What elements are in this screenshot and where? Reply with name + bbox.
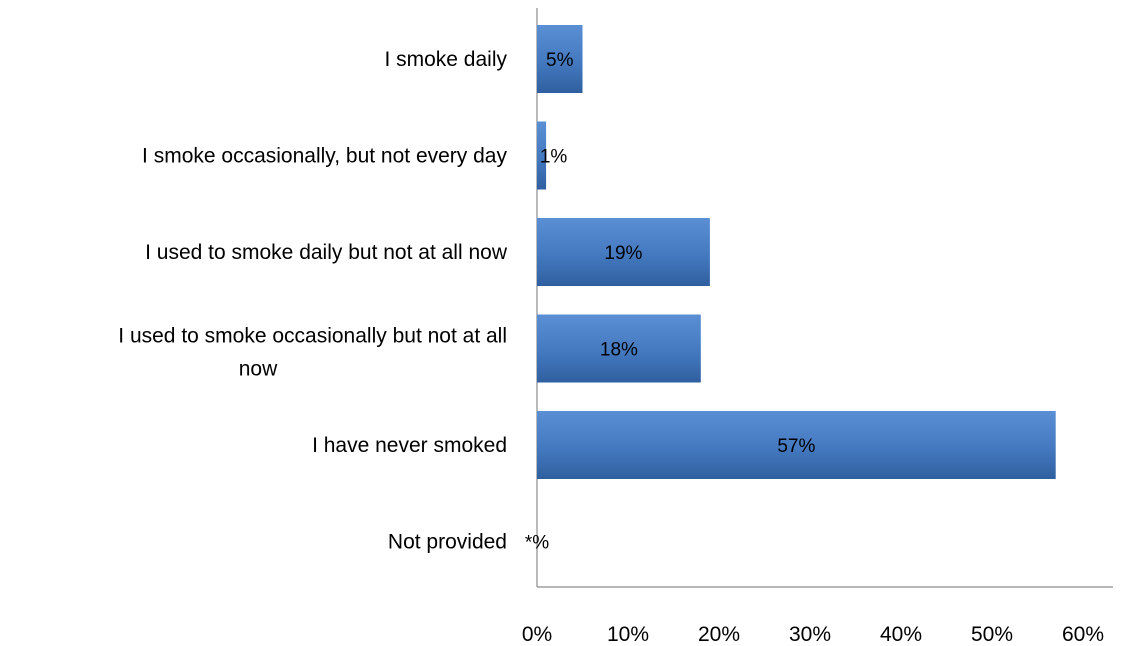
- category-label: I smoke daily: [384, 48, 507, 71]
- category-label-continued: now: [239, 358, 278, 381]
- category-label: I have never smoked: [312, 434, 507, 457]
- x-tick-label: 30%: [789, 623, 831, 646]
- x-tick-label: 50%: [971, 623, 1013, 646]
- category-label: Not provided: [388, 531, 507, 554]
- x-tick-label: 0%: [522, 623, 552, 646]
- bar: [537, 411, 1056, 479]
- data-labels: 5% 1% 19% 18% 57% *%: [525, 50, 816, 554]
- data-label: 19%: [604, 243, 642, 264]
- bar: [537, 314, 701, 383]
- bar: [537, 25, 583, 93]
- data-label: 5%: [546, 50, 574, 71]
- category-labels: I smoke daily I smoke occasionally, but n…: [118, 48, 508, 554]
- chart-axes: [536, 8, 1113, 588]
- x-tick-label: 20%: [698, 623, 740, 646]
- data-label: 1%: [540, 147, 568, 168]
- bar: [537, 121, 547, 190]
- bar: [537, 218, 710, 286]
- category-label: I smoke occasionally, but not every day: [142, 145, 507, 168]
- data-label: 18%: [600, 340, 638, 361]
- category-label: I used to smoke occasionally but not at …: [118, 325, 507, 348]
- bar-series: [537, 25, 1056, 479]
- x-tick-label: 10%: [607, 623, 649, 646]
- x-tick-label: 60%: [1062, 623, 1104, 646]
- data-label: *%: [525, 533, 549, 554]
- data-label: 57%: [777, 436, 815, 457]
- x-tick-label: 40%: [880, 623, 922, 646]
- x-tick-labels: 0% 10% 20% 30% 40% 50% 60%: [522, 623, 1104, 646]
- category-label: I used to smoke daily but not at all now: [145, 241, 508, 264]
